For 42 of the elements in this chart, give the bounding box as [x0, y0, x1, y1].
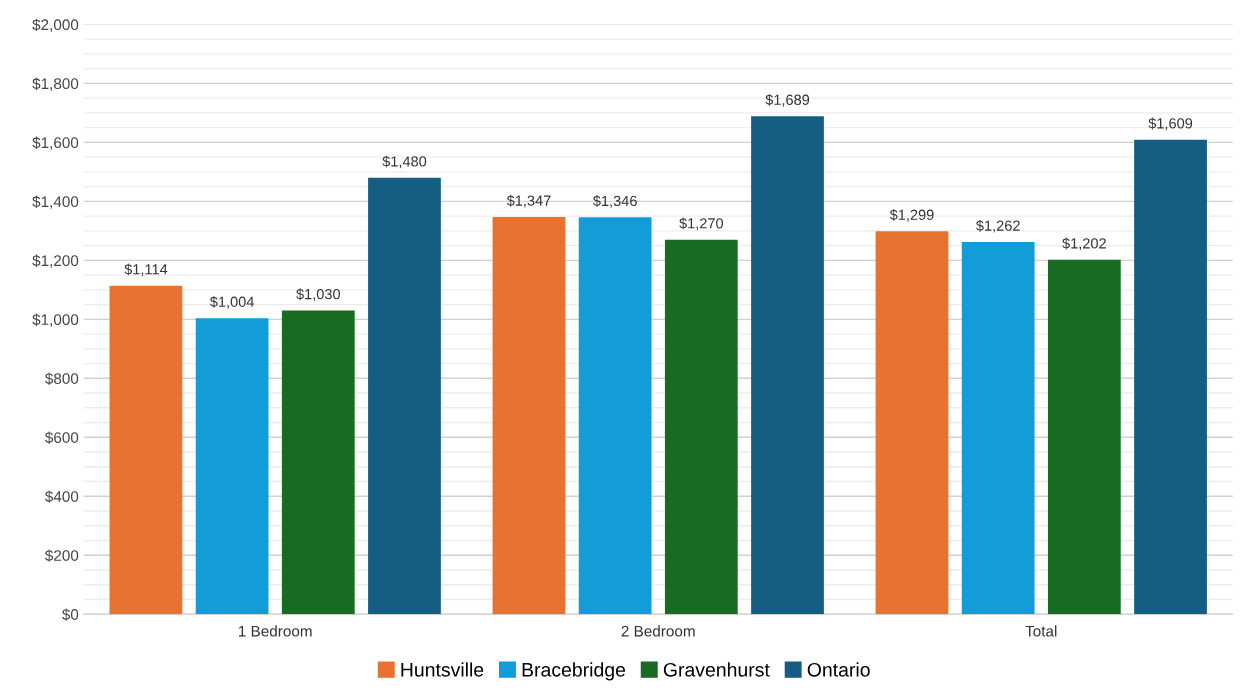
y-tick-label: $200 — [45, 549, 79, 562]
text: $1,346 — [592, 195, 637, 208]
bar — [1134, 139, 1207, 615]
bar — [492, 217, 566, 615]
y-tick-label: $400 — [45, 490, 79, 503]
text: $1,030 — [296, 288, 341, 301]
bar — [195, 318, 269, 615]
text: $1,004 — [209, 296, 254, 309]
x-tick-label: 1 Bedroom — [239, 625, 312, 637]
text: $1,262 — [976, 219, 1020, 233]
text: $1,347 — [506, 194, 551, 208]
bar — [1047, 259, 1121, 615]
text: $1,480 — [382, 155, 427, 169]
bar — [281, 310, 355, 615]
y-tick-label: $1,400 — [32, 195, 79, 209]
text: $1,202 — [1062, 237, 1106, 251]
legend-label: Bracebridge — [522, 662, 626, 681]
bar — [368, 177, 441, 615]
y-tick-label: $1,800 — [32, 77, 79, 91]
y-tick-label: $1,000 — [32, 313, 79, 327]
y-tick-label: $1,200 — [32, 254, 79, 268]
bar — [961, 242, 1035, 615]
bar — [751, 116, 824, 615]
bar — [875, 231, 949, 615]
y-tick-label: $1,600 — [32, 136, 79, 150]
y-tick-label: $800 — [45, 372, 79, 385]
bar — [664, 239, 738, 615]
legend-label: Ontario — [807, 662, 870, 677]
legend-label: Gravenhurst — [663, 662, 770, 677]
text: $1,689 — [765, 93, 810, 107]
x-tick-label: Total — [1025, 625, 1057, 637]
y-tick-label: $2,000 — [32, 18, 79, 32]
text: $1,270 — [679, 217, 724, 231]
text: $1,114 — [124, 263, 168, 277]
legend-label: Huntsville — [401, 662, 484, 677]
x-tick-label: 2 Bedroom — [621, 625, 695, 637]
y-tick-label: $600 — [45, 431, 79, 444]
bar — [109, 285, 183, 615]
bar — [578, 217, 652, 615]
y-tick-label: $0 — [61, 608, 79, 621]
text: $1,299 — [889, 209, 934, 222]
text: $1,609 — [1148, 117, 1193, 131]
